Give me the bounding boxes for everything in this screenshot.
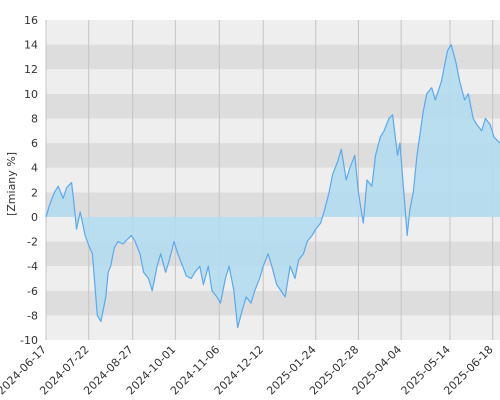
y-tick-label: -6 [27, 285, 38, 298]
y-tick-label: -10 [20, 334, 38, 347]
plot-band [46, 20, 500, 45]
y-tick-label: 6 [31, 137, 38, 150]
y-tick-label: 10 [24, 88, 38, 101]
y-tick-label: 16 [24, 14, 38, 27]
y-axis-tick-labels: -10 -8 -6 -4 -2 0 2 4 6 8 10 12 14 16 [20, 14, 38, 347]
y-tick-label: 2 [31, 186, 38, 199]
series-area [45, 44, 500, 329]
plot-band [46, 315, 500, 340]
series-line [45, 44, 500, 329]
y-tick-label: -8 [27, 309, 38, 322]
plot-band [46, 290, 500, 316]
y-tick-label: 12 [24, 63, 38, 76]
y-tick-label: -2 [27, 236, 38, 249]
y-tick-label: 8 [31, 112, 38, 125]
y-tick-label: -4 [27, 260, 38, 273]
y-tick-label: 0 [31, 211, 38, 224]
plot-band [46, 44, 500, 70]
plot-band [46, 69, 500, 94]
x-axis-tick-labels: 2024-06-172024-07-222024-08-272024-10-01… [0, 343, 496, 397]
y-tick-label: 14 [24, 39, 38, 52]
y-tick-label: 4 [31, 162, 38, 175]
y-axis-title: [Zmiany %] [5, 152, 18, 216]
